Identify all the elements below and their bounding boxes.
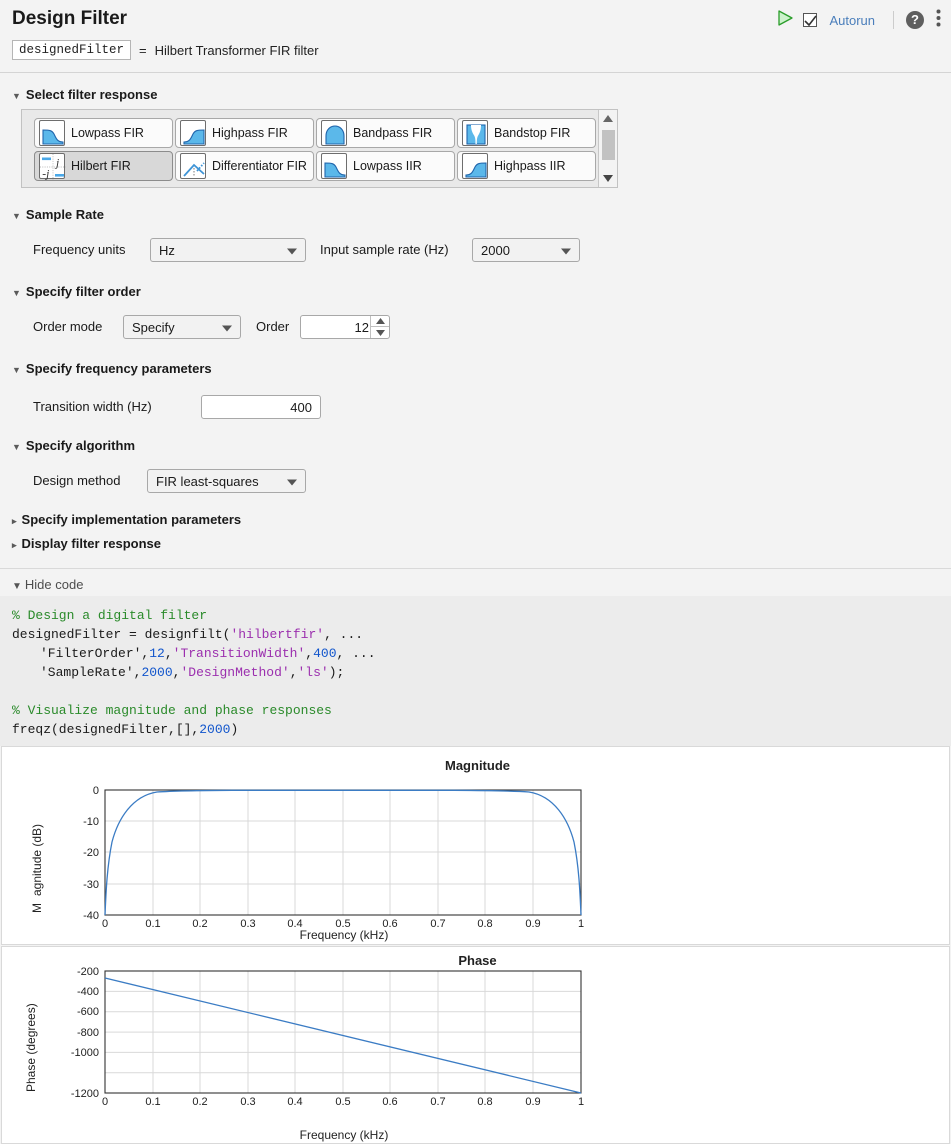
svg-text:0.2: 0.2 (192, 1096, 207, 1108)
svg-text:-400: -400 (77, 986, 99, 998)
svg-text:0.8: 0.8 (477, 1096, 492, 1108)
svg-text:0.7: 0.7 (430, 1096, 445, 1108)
svg-text:-j: -j (42, 169, 49, 181)
svg-text:0.5: 0.5 (335, 918, 350, 930)
svg-text:-20: -20 (83, 847, 99, 859)
svg-text:-600: -600 (77, 1006, 99, 1018)
svg-text:0.6: 0.6 (382, 918, 397, 930)
svg-text:0.9: 0.9 (525, 918, 540, 930)
svg-text:0.4: 0.4 (287, 1096, 302, 1108)
svg-text:-1000: -1000 (71, 1047, 99, 1059)
svg-text:0.8: 0.8 (477, 918, 492, 930)
svg-text:-30: -30 (83, 879, 99, 891)
svg-text:0: 0 (102, 918, 108, 930)
svg-text:0.5: 0.5 (335, 1096, 350, 1108)
svg-text:0.4: 0.4 (287, 918, 302, 930)
svg-text:0.3: 0.3 (240, 1096, 255, 1108)
svg-text:1: 1 (578, 1096, 584, 1108)
svg-text:0.1: 0.1 (145, 1096, 160, 1108)
svg-text:0.3: 0.3 (240, 918, 255, 930)
svg-text:-1200: -1200 (71, 1088, 99, 1100)
svg-text:0: 0 (93, 785, 99, 797)
svg-text:-200: -200 (77, 966, 99, 978)
svg-text:0.6: 0.6 (382, 1096, 397, 1108)
svg-text:0: 0 (102, 1096, 108, 1108)
svg-text:j: j (54, 158, 59, 170)
svg-text:-800: -800 (77, 1027, 99, 1039)
svg-text:0.7: 0.7 (430, 918, 445, 930)
svg-text:0.9: 0.9 (525, 1096, 540, 1108)
svg-text:0.1: 0.1 (145, 918, 160, 930)
svg-text:-40: -40 (83, 910, 99, 922)
svg-text:0.2: 0.2 (192, 918, 207, 930)
svg-text:-10: -10 (83, 816, 99, 828)
svg-text:1: 1 (578, 918, 584, 930)
